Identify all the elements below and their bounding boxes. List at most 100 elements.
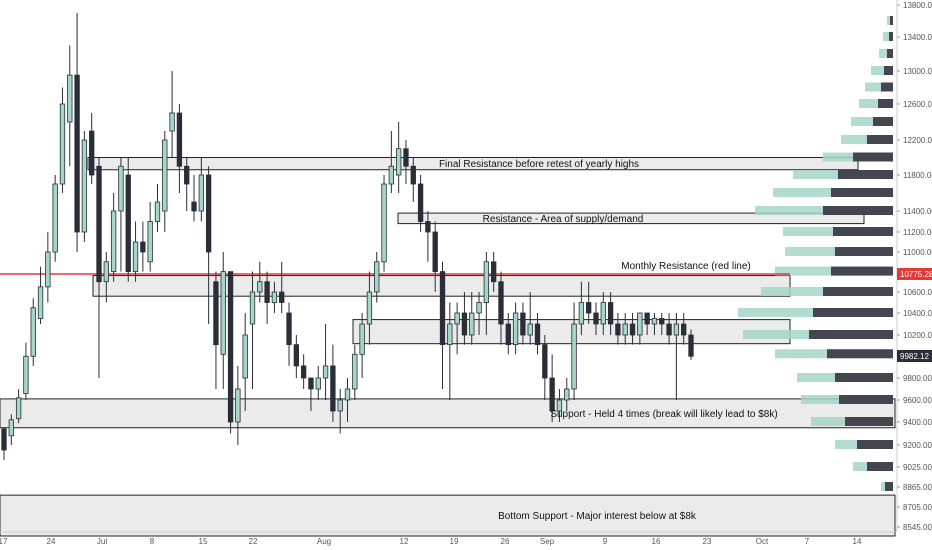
candle-down[interactable] (432, 231, 438, 272)
candle-up[interactable] (344, 388, 351, 401)
candle-up[interactable] (257, 281, 263, 293)
candle-down[interactable] (505, 323, 511, 346)
candle-up[interactable] (469, 312, 475, 336)
candle-up[interactable] (147, 221, 153, 263)
candle-up[interactable] (8, 419, 14, 437)
candle-up[interactable] (198, 174, 204, 212)
candle-up[interactable] (162, 139, 168, 212)
candle-up[interactable] (578, 302, 585, 325)
candle-up[interactable] (169, 112, 175, 132)
candle-down[interactable] (176, 112, 183, 167)
candle-up[interactable] (512, 312, 519, 346)
candle-down[interactable] (184, 165, 190, 185)
candle-down[interactable] (330, 365, 336, 412)
candle-up[interactable] (366, 291, 373, 325)
candle-up[interactable] (67, 74, 73, 123)
price-zone[interactable] (0, 398, 896, 429)
candle-up[interactable] (242, 334, 248, 379)
candle-down[interactable] (191, 201, 197, 212)
candle-up[interactable] (45, 251, 51, 288)
candle-up[interactable] (52, 183, 58, 253)
candle-up[interactable] (622, 323, 628, 336)
candle-down[interactable] (286, 312, 292, 346)
candle-down[interactable] (666, 323, 672, 336)
candle-down[interactable] (586, 302, 592, 314)
candle-up[interactable] (15, 397, 22, 420)
candle-up[interactable] (571, 323, 577, 390)
candle-up[interactable] (483, 261, 490, 303)
candle-up[interactable] (651, 318, 658, 325)
candle-down[interactable] (300, 365, 307, 379)
candle-down[interactable] (417, 183, 424, 222)
candle-up[interactable] (359, 323, 365, 355)
candle-down[interactable] (549, 377, 555, 412)
candle-down[interactable] (213, 281, 219, 346)
candle-down[interactable] (96, 165, 102, 283)
candle-up[interactable] (322, 365, 329, 379)
candle-up[interactable] (637, 312, 643, 336)
candle-up[interactable] (271, 291, 278, 303)
candle-up[interactable] (564, 388, 570, 401)
candle-down[interactable] (125, 174, 131, 272)
candle-up[interactable] (81, 139, 88, 233)
candle-down[interactable] (593, 312, 599, 325)
candle-down[interactable] (629, 323, 636, 336)
candle-down[interactable] (688, 334, 694, 357)
candle-down[interactable] (74, 74, 80, 233)
candle-up[interactable] (103, 261, 109, 283)
candle-down[interactable] (498, 281, 504, 325)
candle-up[interactable] (527, 323, 533, 336)
candle-down[interactable] (439, 271, 446, 346)
candle-up[interactable] (132, 241, 139, 272)
price-zone[interactable] (87, 157, 859, 171)
candle-down[interactable] (534, 323, 541, 346)
candle-up[interactable] (249, 291, 256, 325)
candle-down[interactable] (264, 281, 270, 303)
candle-up[interactable] (235, 388, 241, 423)
candle-down[interactable] (227, 271, 234, 423)
candle-down[interactable] (293, 344, 300, 367)
candle-up[interactable] (59, 103, 66, 185)
candle-up[interactable] (37, 286, 44, 319)
candle-up[interactable] (454, 312, 460, 325)
candle-up[interactable] (381, 183, 387, 263)
candle-up[interactable] (110, 210, 117, 272)
candle-down[interactable] (279, 291, 285, 303)
candle-down[interactable] (491, 261, 497, 283)
candle-down[interactable] (681, 323, 687, 336)
candle-up[interactable] (556, 399, 563, 412)
candle-down[interactable] (520, 312, 526, 336)
candle-up[interactable] (352, 353, 358, 390)
candle-up[interactable] (154, 201, 161, 222)
candle-down[interactable] (607, 302, 614, 325)
candle-down[interactable] (1, 428, 7, 451)
candle-up[interactable] (30, 307, 36, 357)
candle-up[interactable] (600, 302, 606, 325)
candle-down[interactable] (205, 174, 212, 253)
candle-down[interactable] (403, 148, 409, 167)
candle-down[interactable] (659, 318, 665, 325)
candle-up[interactable] (23, 355, 29, 394)
candle-down[interactable] (461, 312, 468, 336)
price-zone[interactable] (397, 212, 865, 225)
candle-down[interactable] (425, 221, 431, 233)
candle-up[interactable] (388, 165, 395, 185)
candle-up[interactable] (395, 148, 402, 176)
candle-up[interactable] (476, 302, 482, 314)
candle-down[interactable] (644, 312, 650, 325)
candle-up[interactable] (220, 271, 226, 355)
candle-up[interactable] (315, 377, 321, 390)
candle-down[interactable] (308, 377, 314, 390)
candle-down[interactable] (615, 323, 621, 336)
candle-up[interactable] (673, 323, 680, 336)
candle-up[interactable] (118, 165, 124, 212)
candle-up[interactable] (374, 261, 380, 293)
candle-up[interactable] (447, 323, 453, 346)
candle-down[interactable] (140, 241, 146, 253)
candle-up[interactable] (337, 399, 343, 412)
price-zone[interactable] (0, 494, 896, 537)
candle-down[interactable] (89, 130, 95, 176)
candle-down[interactable] (542, 344, 548, 379)
candle-down[interactable] (410, 165, 416, 185)
